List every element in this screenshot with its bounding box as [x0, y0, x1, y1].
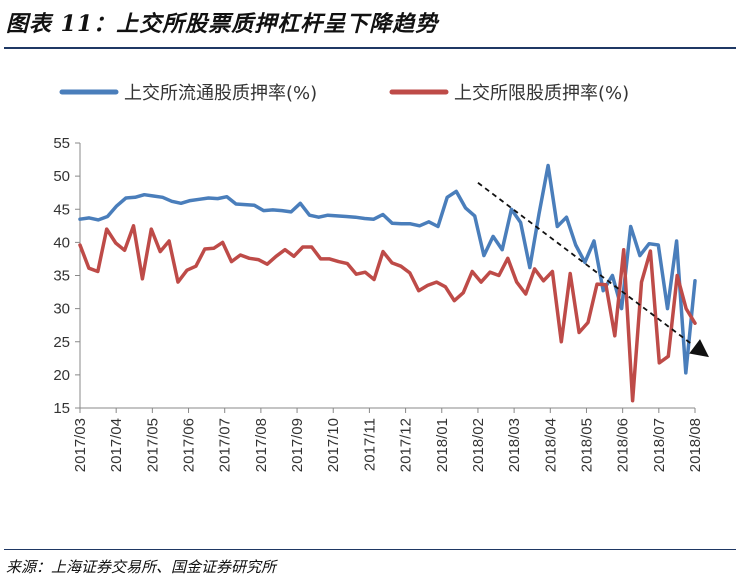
source-divider: [4, 549, 736, 550]
x-tick-label: 2018/03: [506, 418, 523, 472]
x-tick-label: 2018/05: [578, 418, 595, 472]
y-tick-label: 50: [53, 168, 70, 185]
x-tick-label: 2017/06: [181, 418, 198, 472]
legend-label: 上交所限股质押率(%): [454, 83, 629, 104]
y-tick-label: 45: [53, 201, 70, 218]
x-tick-label: 2017/09: [289, 418, 306, 472]
x-tick-label: 2017/05: [144, 418, 161, 472]
y-tick-label: 55: [53, 135, 70, 152]
chart-title: 图表 11：上交所股票质押杠杆呈下降趋势: [6, 11, 439, 37]
x-tick-label: 2017/11: [361, 418, 378, 471]
trend-line: [477, 182, 709, 358]
y-tick-label: 35: [53, 268, 70, 285]
x-tick-label: 2018/08: [687, 418, 704, 472]
y-tick-label: 15: [53, 400, 70, 417]
y-tick-label: 40: [53, 234, 70, 251]
x-tick-label: 2017/08: [253, 418, 270, 472]
x-tick-label: 2018/06: [615, 418, 632, 472]
x-tick-label: 2018/07: [651, 418, 668, 472]
y-tick-label: 20: [53, 367, 70, 384]
series-line-restricted: [78, 224, 697, 403]
source-note: 来源：上海证券交易所、国金证券研究所: [6, 558, 277, 576]
y-tick-label: 30: [53, 301, 70, 318]
series-group: [78, 163, 697, 403]
trend-arrowhead: [689, 339, 709, 358]
x-tick-label: 2018/02: [470, 418, 487, 472]
x-tick-label: 2018/04: [542, 418, 559, 472]
x-tick-label: 2017/04: [108, 418, 125, 472]
y-tick-label: 25: [53, 334, 70, 351]
x-tick-label: 2017/12: [398, 418, 415, 472]
legend: 上交所流通股质押率(%) 上交所限股质押率(%): [59, 83, 629, 104]
x-tick-label: 2017/10: [325, 418, 342, 472]
x-tick-label: 2017/03: [72, 418, 89, 472]
x-tick-label: 2017/07: [217, 418, 234, 472]
title-divider: [4, 47, 736, 49]
x-tick-label: 2018/01: [434, 418, 451, 472]
legend-label: 上交所流通股质押率(%): [124, 83, 317, 104]
series-line-circulating: [78, 163, 697, 375]
axes: 15 20 25 30 35 40 45 50 55 2017/03 2017/04 2017/05 2…: [53, 135, 704, 472]
